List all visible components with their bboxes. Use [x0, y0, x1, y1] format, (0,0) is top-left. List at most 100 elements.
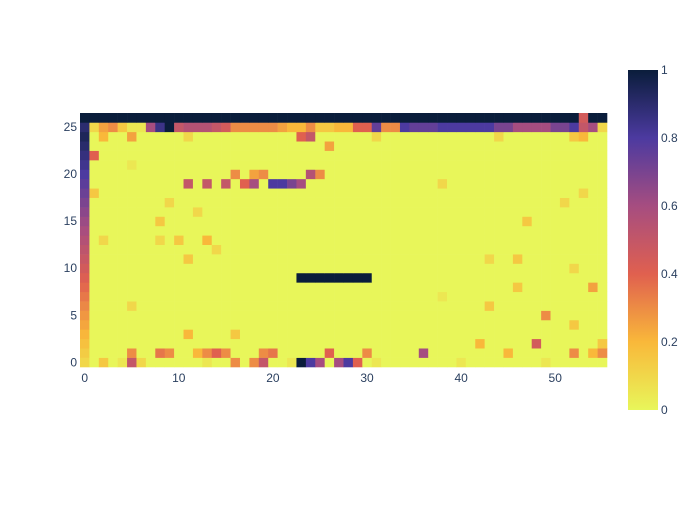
heatmap-cell [98, 254, 109, 264]
heatmap-cell [305, 141, 316, 151]
heatmap-cell [484, 272, 495, 283]
heatmap-cell [578, 141, 589, 151]
heatmap-cell [428, 225, 438, 236]
heatmap-cell [221, 207, 231, 217]
heatmap-cell [531, 113, 542, 123]
heatmap-cell [512, 178, 523, 189]
heatmap-cell [136, 310, 147, 321]
heatmap-cell [239, 169, 250, 180]
heatmap-cell [258, 282, 269, 293]
heatmap-cell [484, 263, 495, 274]
heatmap-cell [578, 225, 589, 236]
heatmap-cell [305, 235, 316, 246]
heatmap-cell [569, 122, 580, 133]
heatmap-cell [475, 310, 485, 321]
heatmap-cell [230, 301, 241, 311]
heatmap-cell [409, 310, 420, 321]
heatmap-cell [239, 329, 250, 340]
heatmap-cell [531, 319, 542, 330]
heatmap-cell [437, 338, 448, 349]
heatmap-cell [569, 207, 580, 217]
heatmap-cell [399, 329, 410, 340]
heatmap-cell [512, 113, 523, 123]
heatmap-cell [475, 254, 485, 264]
heatmap-cell [202, 169, 213, 180]
heatmap-cell [531, 357, 542, 368]
colorbar [628, 70, 658, 410]
heatmap-cell [456, 272, 467, 283]
heatmap-cell [456, 197, 467, 208]
heatmap-cell [268, 348, 278, 358]
heatmap-cell [211, 150, 222, 161]
heatmap-cell [155, 197, 165, 208]
heatmap-cell [334, 319, 344, 330]
heatmap-cell [465, 301, 476, 311]
heatmap-cell [447, 216, 457, 227]
heatmap-cell [315, 254, 325, 264]
heatmap-cell [484, 131, 495, 142]
heatmap-cell [315, 160, 325, 170]
heatmap-cell [239, 272, 250, 283]
heatmap-cell [456, 216, 467, 227]
heatmap-cell [409, 131, 420, 142]
heatmap-cell [239, 310, 250, 321]
heatmap-cell [192, 357, 203, 368]
heatmap-cell [80, 291, 90, 302]
heatmap-cell [541, 160, 551, 170]
heatmap-cell [211, 141, 222, 151]
heatmap-cell [522, 225, 533, 236]
heatmap-cell [305, 216, 316, 227]
heatmap-cell [343, 319, 354, 330]
heatmap-cell [512, 357, 523, 368]
heatmap-cell [258, 263, 269, 274]
heatmap-cell [268, 197, 278, 208]
heatmap-cell [192, 254, 203, 264]
heatmap-cell [399, 348, 410, 358]
heatmap-cell [239, 244, 250, 255]
heatmap-cell [164, 310, 175, 321]
heatmap-cell [484, 357, 495, 368]
heatmap-cell [127, 301, 137, 311]
heatmap-cell [569, 197, 580, 208]
heatmap-cell [277, 329, 288, 340]
heatmap-cell [268, 188, 278, 198]
heatmap-cell [559, 348, 570, 358]
heatmap-cell [249, 282, 260, 293]
heatmap-cell [343, 113, 354, 123]
heatmap-cell [522, 301, 533, 311]
heatmap-cell [164, 141, 175, 151]
heatmap-cell [390, 319, 401, 330]
heatmap-cell [211, 244, 222, 255]
heatmap-cell [155, 310, 165, 321]
heatmap-cell [381, 348, 391, 358]
heatmap-cell [362, 160, 373, 170]
heatmap-cell [399, 244, 410, 255]
heatmap-cell [98, 291, 109, 302]
heatmap-cell [296, 216, 307, 227]
heatmap-cell [381, 122, 391, 133]
heatmap-cell [362, 338, 373, 349]
heatmap-cell [202, 122, 213, 133]
heatmap-cell [559, 169, 570, 180]
heatmap-cell [465, 272, 476, 283]
heatmap-cell [136, 254, 147, 264]
heatmap-cell [117, 338, 128, 349]
heatmap-cell [202, 338, 213, 349]
heatmap-cell [541, 348, 551, 358]
heatmap-cell [268, 150, 278, 161]
heatmap-cell [334, 263, 344, 274]
heatmap-cell [230, 282, 241, 293]
heatmap-cell [503, 282, 514, 293]
heatmap-cell [522, 160, 533, 170]
heatmap-cell [484, 178, 495, 189]
heatmap-cell [399, 338, 410, 349]
heatmap-cell [559, 301, 570, 311]
heatmap-cell [362, 225, 373, 236]
heatmap-cell [183, 160, 194, 170]
heatmap-cell [258, 235, 269, 246]
heatmap-cell [277, 348, 288, 358]
heatmap-cell [559, 160, 570, 170]
heatmap-cell [249, 319, 260, 330]
heatmap-cell [352, 263, 363, 274]
heatmap-cell [315, 122, 325, 133]
